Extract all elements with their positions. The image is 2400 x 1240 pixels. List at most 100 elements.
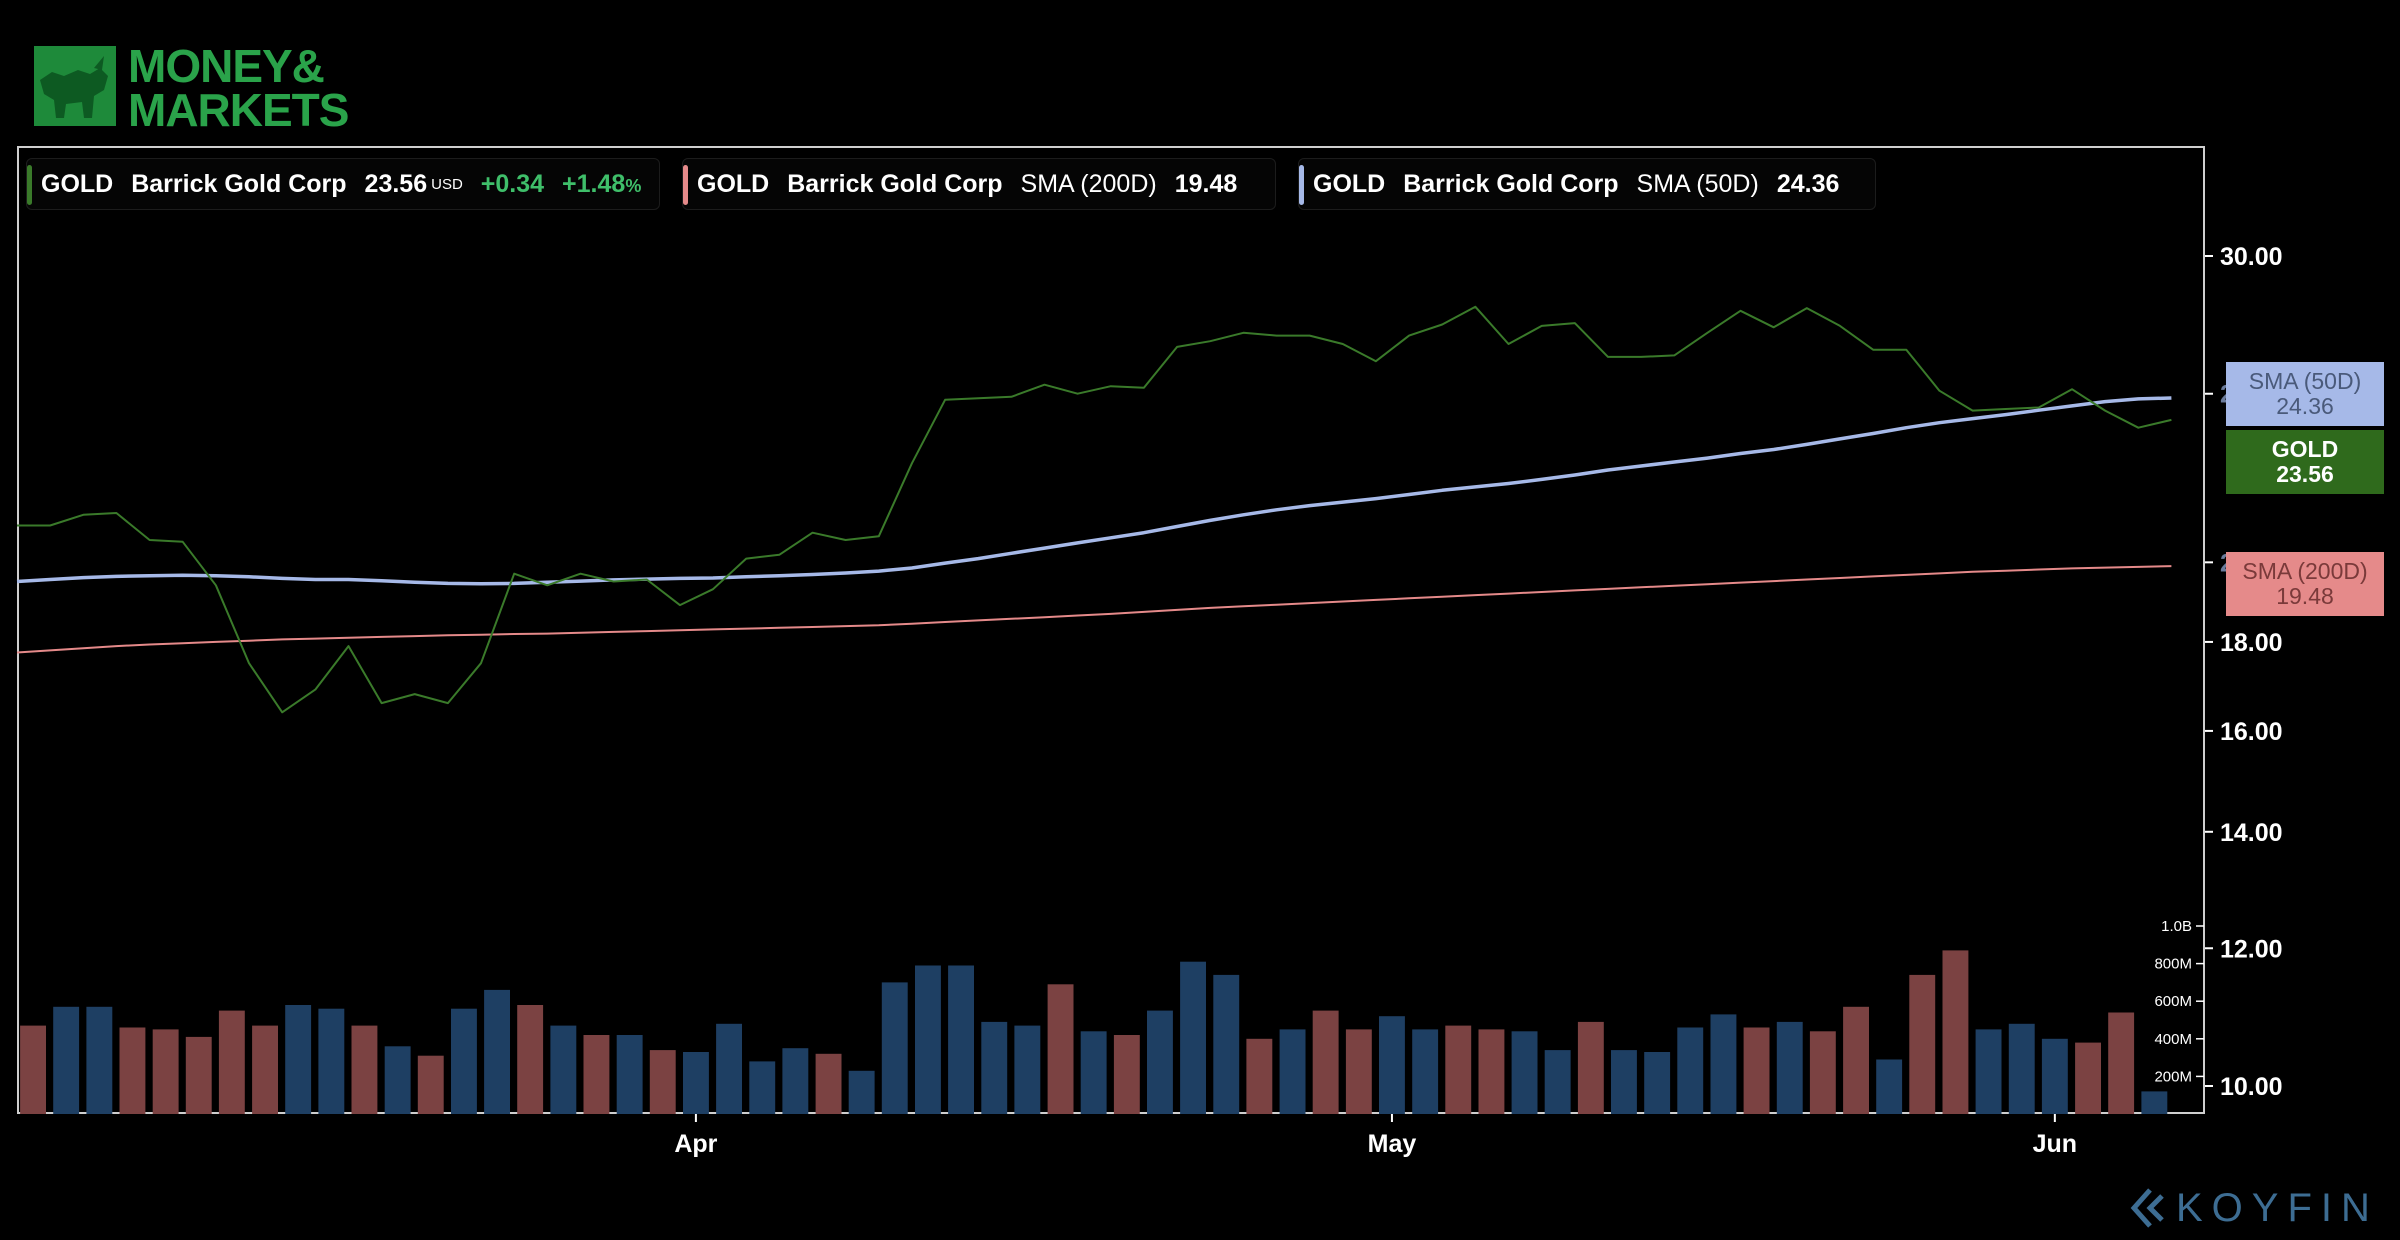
price-axis-label: 10.00 — [2220, 1073, 2283, 1101]
volume-bar — [583, 1035, 610, 1114]
volume-bar — [517, 1005, 544, 1114]
volume-bar — [848, 1070, 875, 1114]
volume-bar — [119, 1027, 146, 1114]
volume-bar — [2041, 1038, 2068, 1114]
legend-value: 19.48 — [1174, 169, 1238, 198]
volume-bar — [915, 965, 941, 1114]
badge-sma50-value: 24.36 — [2276, 393, 2334, 419]
badge-gold-value: 23.56 — [2276, 461, 2334, 487]
volume-bar — [1312, 1010, 1339, 1114]
volume-bar — [2141, 1091, 2168, 1114]
x-axis-label: May — [1368, 1130, 1417, 1158]
volume-bar — [649, 1050, 676, 1114]
legend-gold[interactable]: GOLD Barrick Gold Corp 23.56 USD +0.34 +… — [26, 158, 660, 210]
legend-company: Barrick Gold Corp — [1403, 169, 1619, 198]
price-axis-label: 30.00 — [2220, 243, 2283, 271]
volume-bar — [1213, 974, 1240, 1114]
badge-sma200-value: 19.48 — [2276, 583, 2334, 609]
volume-bar — [218, 1010, 245, 1114]
volume-bar — [815, 1053, 842, 1114]
volume-axis-label: 200M — [2154, 1068, 2192, 1085]
volume-axis-label: 1.0B — [2161, 918, 2192, 935]
volume-bar — [1743, 1027, 1770, 1114]
volume-bar — [53, 1006, 80, 1114]
x-axis-label: Apr — [674, 1130, 717, 1158]
volume-bar — [1147, 1010, 1173, 1114]
volume-bar — [1014, 1025, 1041, 1114]
volume-bar — [451, 1008, 477, 1114]
volume-bar — [1180, 961, 1206, 1114]
volume-bar — [2108, 1012, 2135, 1114]
logo-line2: MARKETS — [128, 84, 349, 136]
series-line-sma-50d — [16, 396, 2172, 586]
volume-bar — [2075, 1042, 2101, 1114]
volume-bar — [1710, 1014, 1737, 1114]
volume-bar — [417, 1055, 444, 1114]
volume-bar — [1478, 1029, 1505, 1114]
badge-gold-label: GOLD — [2271, 436, 2339, 462]
volume-bar — [1113, 1035, 1140, 1114]
series-line-gold — [17, 305, 2172, 714]
volume-bar — [86, 1006, 113, 1114]
legend-change-pct: +1.48% — [562, 170, 641, 199]
legend-ticker: GOLD — [1313, 169, 1386, 198]
volume-bar — [1611, 1050, 1637, 1114]
volume-bar — [285, 1005, 312, 1114]
volume-bar — [1047, 984, 1074, 1114]
volume-bar — [616, 1035, 643, 1114]
volume-bar — [1809, 1031, 1836, 1114]
volume-bar — [384, 1046, 411, 1114]
volume-bar — [716, 1023, 742, 1114]
logo-line1: MONEY& — [128, 40, 325, 92]
volume-bar — [948, 965, 974, 1114]
koyfin-brand: KOYFIN — [2176, 1186, 2379, 1230]
legend-swatch-gold — [27, 165, 32, 205]
legend-sma50[interactable]: GOLD Barrick Gold Corp SMA (50D) 24.36 — [1298, 158, 1876, 210]
volume-bar — [252, 1025, 278, 1114]
volume-bar — [1544, 1050, 1571, 1114]
volume-bar — [20, 1025, 46, 1114]
volume-bar — [1677, 1027, 1704, 1114]
legend-change: +0.34 — [480, 169, 545, 198]
legend-indicator: SMA (200D) — [1020, 169, 1157, 198]
badge-gold: GOLD 23.56 — [2226, 430, 2384, 494]
badge-sma50: SMA (50D) 24.36 — [2226, 362, 2384, 426]
chart-frame — [17, 146, 2205, 1114]
legend-indicator: SMA (50D) — [1636, 169, 1759, 198]
volume-bar — [152, 1029, 179, 1114]
volume-bar — [1379, 1016, 1405, 1114]
volume-bar — [1345, 1029, 1372, 1114]
volume-bar — [1909, 974, 1936, 1114]
volume-bar — [1644, 1052, 1671, 1114]
volume-axis-label: 400M — [2154, 1031, 2192, 1048]
legend-currency: USD — [431, 175, 463, 193]
legend-ticker: GOLD — [41, 169, 114, 198]
volume-bar — [782, 1048, 809, 1114]
volume-bar — [185, 1036, 212, 1114]
volume-bar — [881, 982, 908, 1114]
volume-bar — [1080, 1031, 1107, 1114]
volume-axis-label: 800M — [2154, 956, 2192, 973]
volume-bar — [1843, 1006, 1869, 1114]
badge-sma200-label: SMA (200D) — [2242, 558, 2368, 584]
volume-bar — [1246, 1038, 1273, 1114]
legend-swatch-sma200 — [683, 165, 688, 205]
legend-value: 24.36 — [1776, 169, 1840, 198]
legend-price: 23.56 — [364, 169, 428, 198]
volume-bar — [683, 1052, 709, 1114]
legend-swatch-sma50 — [1299, 165, 1304, 205]
volume-bar — [1412, 1029, 1439, 1114]
legend-ticker: GOLD — [697, 169, 770, 198]
volume-bar — [1776, 1021, 1803, 1114]
volume-bar — [1445, 1025, 1472, 1114]
legend-sma200[interactable]: GOLD Barrick Gold Corp SMA (200D) 19.48 — [682, 158, 1276, 210]
x-axis-label: Jun — [2033, 1130, 2077, 1158]
badge-sma50-label: SMA (50D) — [2248, 368, 2362, 394]
volume-axis-label: 600M — [2154, 993, 2192, 1010]
price-axis-label: 14.00 — [2220, 819, 2283, 847]
volume-bar — [1942, 950, 1969, 1114]
legend-change-pct-value: +1.48 — [562, 169, 626, 198]
volume-bar — [1975, 1029, 2002, 1114]
price-axis-label: 12.00 — [2220, 935, 2283, 963]
